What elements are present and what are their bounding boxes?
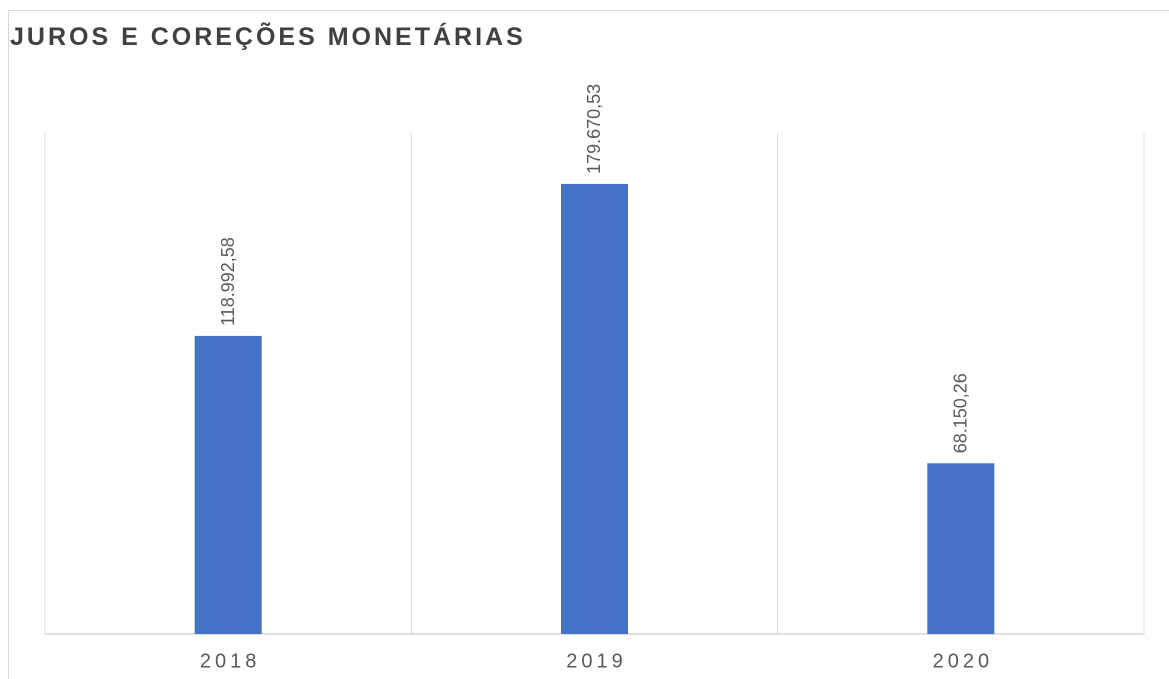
- bar: [927, 463, 995, 634]
- data-label: 118.992,58: [218, 237, 238, 326]
- chart-border: [8, 10, 1169, 679]
- x-tick-label: 2020: [933, 650, 994, 672]
- bar: [194, 335, 262, 634]
- x-tick-label: 2019: [566, 650, 627, 672]
- data-label: 68.150,26: [951, 373, 971, 453]
- bar: [561, 183, 628, 634]
- chart-title: JUROS E COREÇÕES MONETÁRIAS: [10, 21, 526, 51]
- data-label: 179.670,53: [584, 84, 604, 174]
- x-tick-label: 2018: [200, 650, 261, 672]
